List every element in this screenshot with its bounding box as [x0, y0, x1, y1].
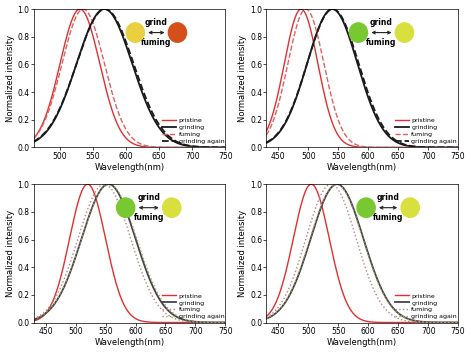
Y-axis label: Normalized intensity: Normalized intensity	[6, 210, 15, 297]
Text: grind: grind	[145, 18, 168, 27]
Ellipse shape	[126, 23, 145, 42]
Y-axis label: Normalized intensity: Normalized intensity	[238, 210, 247, 297]
Y-axis label: Normalized intensity: Normalized intensity	[6, 35, 15, 122]
X-axis label: Wavelength(nm): Wavelength(nm)	[95, 163, 164, 172]
Text: grind: grind	[370, 18, 393, 27]
Legend: pristine, grinding, fuming, grinding again: pristine, grinding, fuming, grinding aga…	[162, 118, 224, 144]
Text: grind: grind	[137, 193, 160, 202]
Ellipse shape	[162, 198, 181, 217]
X-axis label: Wavelength(nm): Wavelength(nm)	[95, 339, 164, 347]
Ellipse shape	[116, 198, 135, 217]
Ellipse shape	[349, 23, 367, 42]
Legend: pristine, grinding, fuming, grinding again: pristine, grinding, fuming, grinding aga…	[395, 293, 457, 319]
Legend: pristine, grinding, fuming, grinding again: pristine, grinding, fuming, grinding aga…	[395, 118, 457, 144]
Text: grind: grind	[377, 193, 399, 202]
Ellipse shape	[401, 198, 419, 217]
Text: fuming: fuming	[373, 213, 403, 222]
Text: fuming: fuming	[366, 38, 397, 47]
Y-axis label: Normalized intensity: Normalized intensity	[238, 35, 247, 122]
X-axis label: Wavelength(nm): Wavelength(nm)	[327, 163, 398, 172]
Ellipse shape	[357, 198, 375, 217]
X-axis label: Wavelength(nm): Wavelength(nm)	[327, 339, 398, 347]
Legend: pristine, grinding, fuming, grinding again: pristine, grinding, fuming, grinding aga…	[162, 293, 224, 319]
Ellipse shape	[168, 23, 187, 42]
Text: fuming: fuming	[133, 213, 164, 222]
Ellipse shape	[395, 23, 414, 42]
Text: fuming: fuming	[141, 38, 171, 47]
